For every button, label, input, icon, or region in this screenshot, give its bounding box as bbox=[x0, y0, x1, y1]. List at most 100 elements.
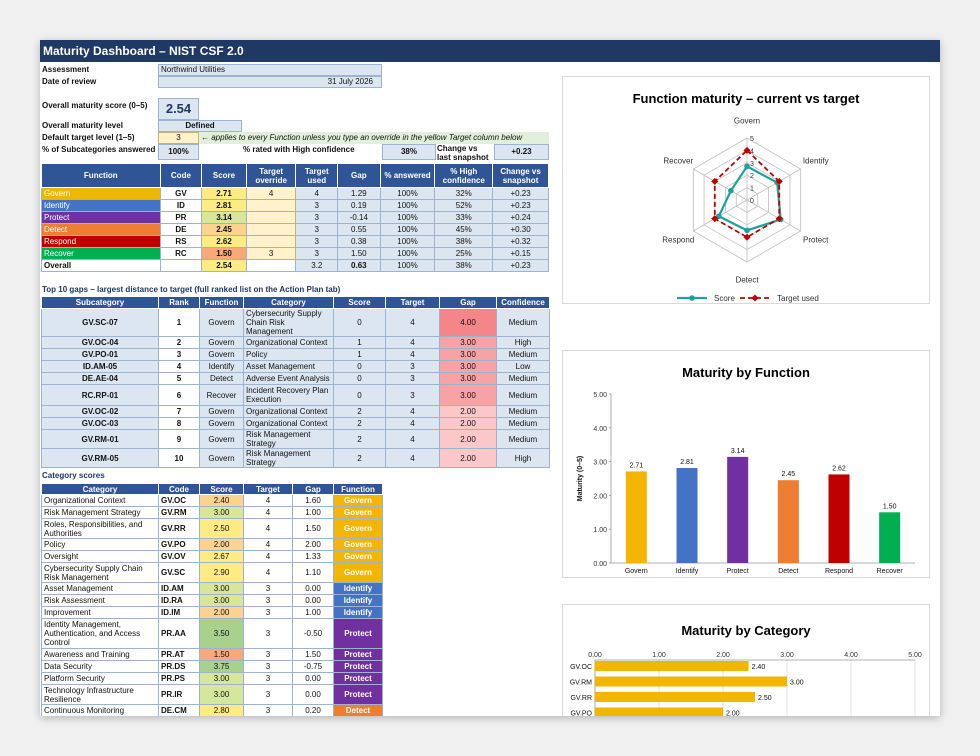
default-target-input[interactable]: 3 bbox=[158, 132, 199, 144]
category-name: Roles, Responsibilities, and Authorities bbox=[41, 518, 159, 539]
target-override-input[interactable] bbox=[245, 211, 297, 224]
overall-label: Overall bbox=[41, 259, 161, 272]
gap-function: Detect bbox=[199, 372, 244, 385]
category-code: GV.RM bbox=[158, 506, 200, 519]
function-score: 2.71 bbox=[201, 187, 247, 200]
function-code: DE bbox=[159, 223, 203, 236]
radar-score-point bbox=[744, 163, 750, 170]
gap-score: 2 bbox=[333, 417, 386, 430]
target-override-input[interactable]: 4 bbox=[245, 187, 297, 200]
target-override-input[interactable] bbox=[245, 235, 297, 248]
gap-function: Govern bbox=[199, 448, 244, 468]
gap-value: 3.00 bbox=[439, 372, 497, 385]
radar-target-point bbox=[775, 215, 783, 223]
function-high-confidence: 33% bbox=[434, 211, 494, 224]
gap-value: 3.00 bbox=[439, 384, 497, 406]
gap-subcategory: GV.SC-07 bbox=[41, 308, 159, 337]
answered-label: % of Subcategories answered bbox=[42, 145, 156, 154]
radar-chart[interactable]: Function maturity – current vs target Go… bbox=[562, 76, 930, 304]
target-used: 3 bbox=[295, 235, 339, 248]
category-row: Technology Infrastructure Resilience PR.I… bbox=[41, 684, 383, 705]
radar-target-point bbox=[711, 215, 719, 223]
category-target: 4 bbox=[243, 506, 293, 519]
gap-subcategory: DE.AE-04 bbox=[41, 372, 159, 385]
category-bar-chart[interactable]: Maturity by Category 0.00 1.00 2.00 3.00 4.0… bbox=[562, 604, 930, 716]
function-bar-chart-title: Maturity by Function bbox=[682, 365, 810, 380]
gap-function: Govern bbox=[199, 417, 244, 430]
gap-score: 2 bbox=[333, 405, 386, 418]
hbar-data-label: 2.00 bbox=[726, 711, 740, 717]
function-score: 2.62 bbox=[201, 235, 247, 248]
category-row: Data Security PR.DS 3.75 3 -0.75 Protect bbox=[41, 660, 383, 673]
category-gap: 1.10 bbox=[292, 562, 334, 583]
category-row: Risk Assessment ID.RA 3.00 3 0.00 Identify bbox=[41, 594, 383, 607]
radar-target-point bbox=[711, 177, 719, 185]
category-target: 3 bbox=[243, 594, 293, 607]
category-function-badge: Identify bbox=[333, 582, 383, 595]
category-row: Awareness and Training PR.AT 1.50 3 1.50 Prot… bbox=[41, 648, 383, 661]
target-override-input[interactable]: 3 bbox=[245, 247, 297, 260]
category-gap: 0.00 bbox=[292, 684, 334, 705]
category-score: 3.00 bbox=[199, 672, 244, 685]
function-col-header: Target used bbox=[295, 163, 339, 188]
assessment-value[interactable]: Northwind Utilities bbox=[158, 64, 382, 76]
gap-col-header: Rank bbox=[158, 296, 200, 309]
category-col-header: Category bbox=[41, 483, 159, 495]
category-target: 3 bbox=[243, 684, 293, 705]
gap-category: Adverse Event Analysis bbox=[243, 372, 334, 385]
gap-target: 4 bbox=[385, 308, 440, 337]
gap-category: Asset Management bbox=[243, 360, 334, 373]
gap-target: 4 bbox=[385, 336, 440, 349]
category-code: ID.AM bbox=[158, 582, 200, 595]
category-code: GV.RR bbox=[158, 518, 200, 539]
radar-spoke bbox=[693, 168, 748, 201]
gap-rank: 9 bbox=[158, 429, 200, 449]
overall-code bbox=[159, 259, 203, 272]
category-gap: 0.00 bbox=[292, 672, 334, 685]
hbar-bar bbox=[595, 661, 749, 671]
date-value[interactable]: 31 July 2026 bbox=[158, 76, 382, 88]
function-col-header: Change vs snapshot bbox=[492, 163, 549, 188]
legend-target-label: Target used bbox=[777, 294, 819, 303]
category-bar-chart-title: Maturity by Category bbox=[681, 623, 811, 638]
category-code: GV.PO bbox=[158, 538, 200, 551]
radar-target-point bbox=[743, 146, 751, 154]
category-target: 3 bbox=[243, 648, 293, 661]
function-name: Recover bbox=[41, 247, 161, 260]
category-bar-plot: 0.00 1.00 2.00 3.00 4.00 5.00 GV.OC 2.40 GV.RM 3.… bbox=[570, 652, 922, 717]
high-confidence-value: 38% bbox=[382, 144, 436, 160]
hbar-data-label: 3.00 bbox=[790, 680, 804, 687]
target-override-input[interactable] bbox=[245, 199, 297, 212]
gap-row: GV.OC-03 8 Govern Organizational Context 2 4 2… bbox=[41, 417, 550, 430]
category-target: 3 bbox=[243, 582, 293, 595]
category-target: 3 bbox=[243, 660, 293, 673]
function-bar-chart[interactable]: Maturity by Function 0.00 1.00 2.00 3.00 4.0… bbox=[562, 350, 930, 578]
function-change: +0.23 bbox=[492, 199, 549, 212]
category-function-badge: Govern bbox=[333, 562, 383, 583]
bar-x-label: Govern bbox=[625, 568, 648, 575]
gap-target: 3 bbox=[385, 384, 440, 406]
function-code: GV bbox=[159, 187, 203, 200]
function-high-confidence: 32% bbox=[434, 187, 494, 200]
category-col-header: Score bbox=[199, 483, 244, 495]
gap-rank: 3 bbox=[158, 348, 200, 361]
radar-spoke bbox=[746, 168, 801, 201]
function-name: Respond bbox=[41, 235, 161, 248]
function-row: Protect PR 3.14 3 -0.14 100% 33% +0.24 bbox=[41, 211, 549, 224]
gap-value: 4.00 bbox=[439, 308, 497, 337]
target-override-input[interactable] bbox=[245, 223, 297, 236]
target-used: 3 bbox=[295, 247, 339, 260]
function-col-header: % High confidence bbox=[434, 163, 494, 188]
gap-function: Govern bbox=[199, 429, 244, 449]
category-row: Asset Management ID.AM 3.00 3 0.00 Identify bbox=[41, 582, 383, 595]
category-score: 2.67 bbox=[199, 550, 244, 563]
category-name: Asset Management bbox=[41, 582, 159, 595]
category-name: Organizational Context bbox=[41, 494, 159, 507]
category-score: 2.40 bbox=[199, 494, 244, 507]
category-name: Risk Assessment bbox=[41, 594, 159, 607]
category-col-header: Function bbox=[333, 483, 383, 495]
gap-confidence: Medium bbox=[496, 429, 550, 449]
hbar-y-label: GV.PO bbox=[570, 711, 592, 717]
target-used: 3 bbox=[295, 211, 339, 224]
category-code: ID.IM bbox=[158, 606, 200, 619]
